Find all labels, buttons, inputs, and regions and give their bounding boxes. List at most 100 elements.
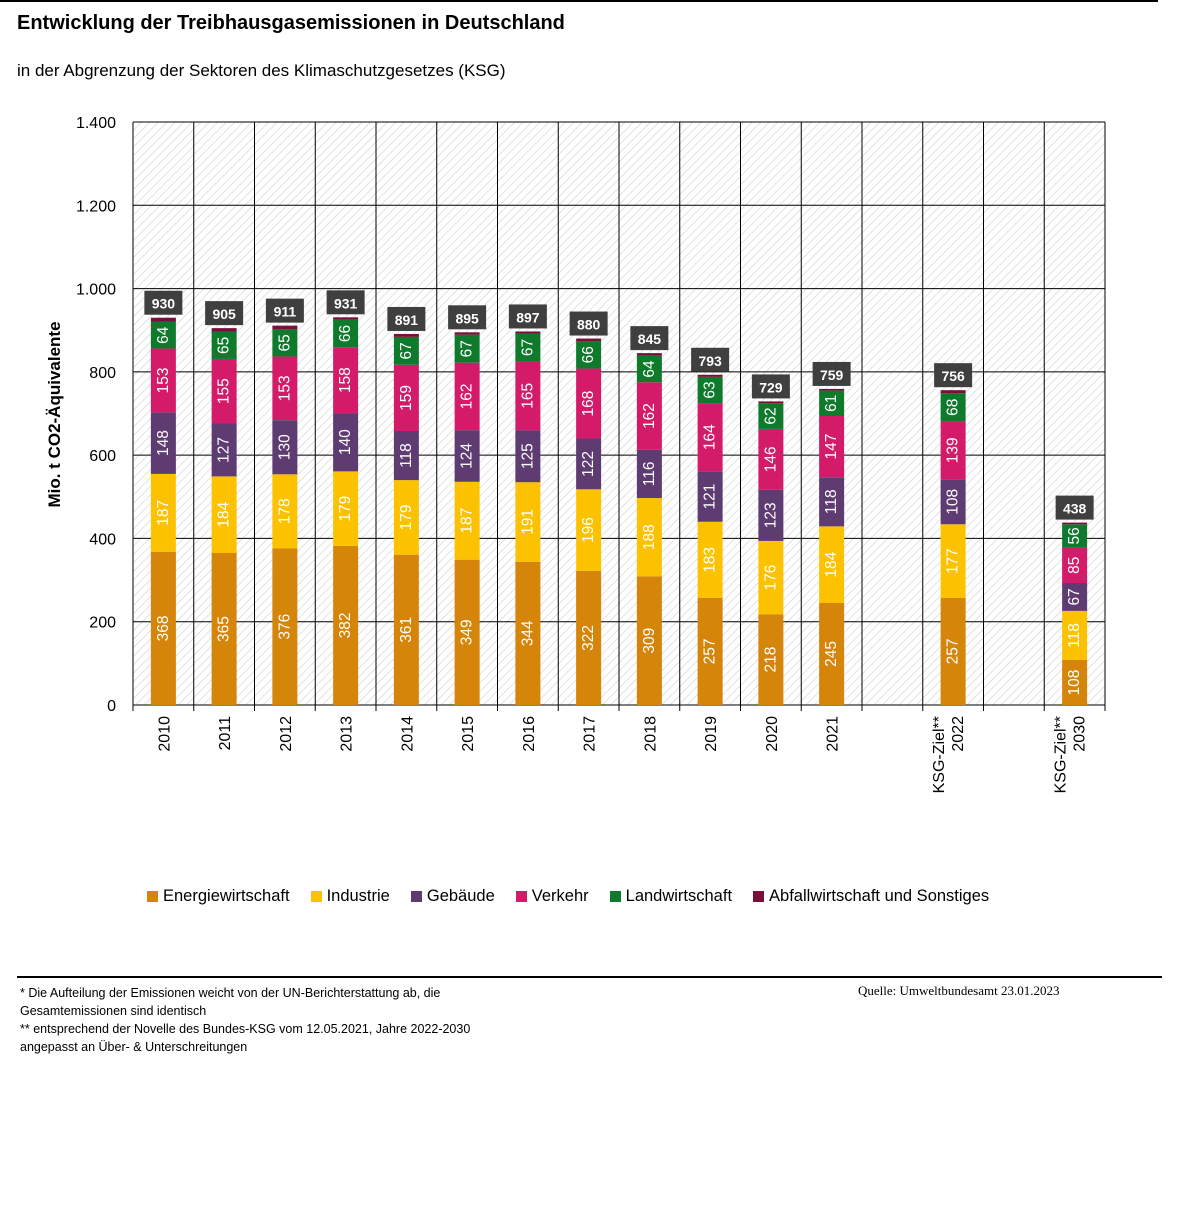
total-label-box	[1055, 495, 1094, 520]
data-label: 168	[580, 391, 597, 417]
data-label: 64	[641, 360, 658, 378]
x-tick-label: 2017	[582, 716, 599, 752]
source-note: Quelle: Umweltbundesamt 23.01.2023	[858, 983, 1060, 998]
data-label: 188	[641, 524, 658, 550]
bar-segment	[819, 526, 845, 603]
total-label: 905	[212, 306, 236, 322]
bar-segment	[636, 382, 662, 450]
bar-segment	[211, 423, 237, 477]
x-tick-label-line: 2015	[460, 716, 477, 752]
bar-segment	[758, 614, 784, 705]
x-tick-label: 2014	[399, 716, 416, 752]
x-tick-label: 2021	[825, 716, 842, 752]
total-label-box	[144, 290, 183, 315]
bottom-rule	[17, 976, 1162, 978]
top-rule	[0, 0, 1158, 2]
bar-segment	[211, 476, 237, 554]
data-label: 147	[823, 434, 840, 460]
labels: 368 187 148 153 64 930 365 184 127 155 65 905 376 178…	[144, 290, 1094, 696]
bar-segment	[1062, 610, 1088, 661]
total-label: 880	[577, 317, 601, 333]
bar-segment	[150, 321, 176, 349]
bar-segment	[150, 348, 176, 413]
x-tick-label-line: 2017	[582, 716, 599, 752]
legend-label: Verkehr	[531, 886, 589, 905]
bar-segment	[758, 489, 784, 541]
data-label: 155	[216, 378, 233, 404]
total-label: 759	[820, 367, 844, 383]
data-label: 257	[702, 639, 719, 665]
bar-segment	[454, 362, 480, 431]
bars	[150, 317, 1088, 705]
total-label-box	[751, 374, 790, 399]
bar-segment	[150, 473, 176, 552]
axes: 0 200 400 600 800 1.000 1.200 1.400 Mio. t CO2-Ä…	[45, 115, 1089, 793]
bar-segment	[940, 393, 966, 422]
total-label: 845	[638, 331, 662, 347]
bar-segment	[697, 403, 723, 472]
data-label: 148	[155, 430, 172, 456]
footnote-1: * Die Aufteilung der Emissionen weicht v…	[20, 986, 441, 1000]
bar-segment	[758, 401, 784, 404]
total-label-box	[508, 304, 547, 329]
data-label: 66	[580, 346, 597, 363]
bar-segment	[940, 390, 966, 394]
x-tick-label: 2019	[703, 716, 720, 752]
legend-label: Industrie	[326, 886, 390, 905]
bar-segment	[636, 449, 662, 499]
bar-segment	[333, 317, 359, 320]
chart-subtitle: in der Abgrenzung der Sektoren des Klima…	[17, 61, 506, 80]
bar-segment	[515, 361, 541, 431]
bar-segment	[150, 317, 176, 322]
total-label-box	[691, 347, 730, 372]
x-tick-label-line: 2011	[217, 716, 234, 751]
data-label: 177	[945, 548, 962, 574]
data-label: 183	[702, 547, 719, 573]
x-tick-label-line: 2020	[764, 716, 781, 752]
data-label: 63	[702, 381, 719, 398]
legend-swatch	[753, 890, 765, 902]
data-label: 108	[1066, 670, 1083, 696]
y-tick-label: 1.400	[76, 115, 116, 132]
x-tick-label: 2020	[764, 716, 781, 752]
bar-segment	[150, 551, 176, 705]
total-label: 895	[455, 310, 479, 326]
footnote-4: angepasst an Über- & Unterschreitungen	[20, 1040, 248, 1054]
total-label-box	[387, 306, 426, 331]
data-label: 118	[1066, 623, 1083, 648]
bar-segment	[697, 374, 723, 377]
data-label: 245	[823, 641, 840, 667]
data-label: 159	[398, 385, 415, 411]
bar-segment	[393, 364, 419, 431]
y-tick-label: 1.000	[76, 282, 116, 299]
bar-segment	[1062, 524, 1088, 548]
footnote-2: Gesamtemissionen sind identisch	[20, 1004, 207, 1018]
data-label: 162	[459, 383, 476, 409]
bar-segment	[333, 545, 359, 705]
bar-segment	[697, 597, 723, 705]
bar-segment	[758, 428, 784, 490]
bar-segment	[333, 413, 359, 472]
data-label: 184	[216, 501, 233, 527]
bar-segment	[758, 540, 784, 615]
data-label: 178	[276, 498, 293, 524]
data-label: 176	[762, 565, 779, 591]
bar-segment	[940, 479, 966, 525]
data-label: 153	[276, 375, 293, 401]
bar-segment	[697, 521, 723, 598]
bar-segment	[576, 570, 602, 705]
data-label: 187	[155, 500, 172, 526]
bar-segment	[940, 597, 966, 705]
data-label: 108	[945, 489, 962, 515]
x-tick-label-line: KSG-Ziel**	[1053, 716, 1070, 793]
data-label: 65	[216, 337, 233, 354]
data-label: 125	[519, 443, 536, 469]
footnote-3: ** entsprechend der Novelle des Bundes-K…	[20, 1022, 471, 1036]
legend-label: Energiewirtschaft	[163, 886, 290, 905]
bar-segment	[393, 480, 419, 555]
total-label-box	[630, 326, 669, 351]
bar-segment	[576, 489, 602, 571]
data-label: 62	[762, 407, 779, 424]
bar-segment	[636, 498, 662, 577]
legend-swatch	[410, 890, 422, 902]
